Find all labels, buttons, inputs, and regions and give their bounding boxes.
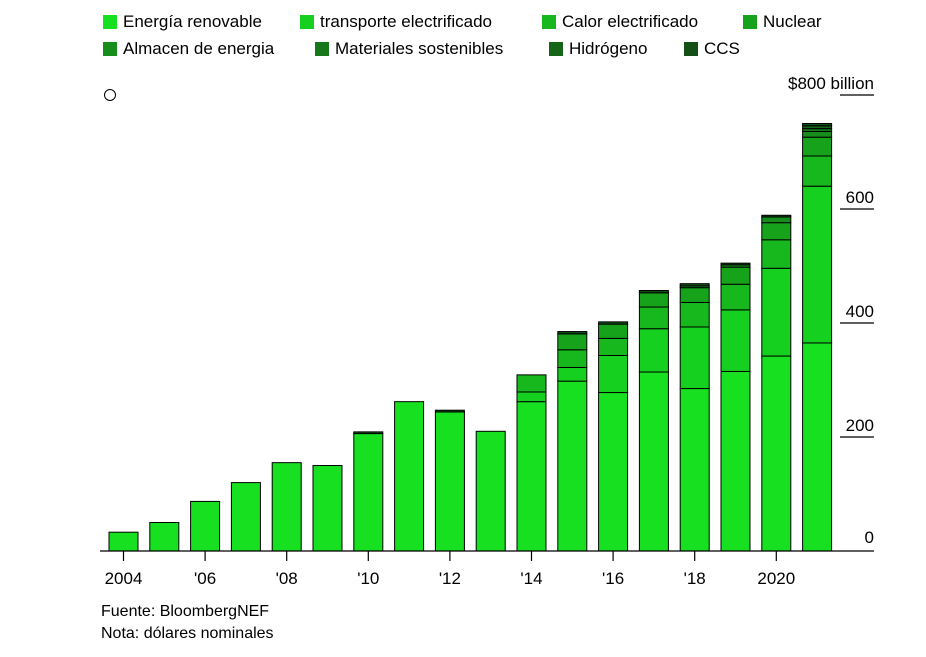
- bar-segment: [557, 349, 588, 368]
- bar-segment: [557, 380, 588, 552]
- source-text: Fuente: BloombergNEF: [101, 603, 270, 620]
- bar-segment: [679, 301, 710, 328]
- bar-segment: [638, 328, 669, 373]
- x-tick-label: '06: [194, 569, 216, 588]
- bar-segment: [598, 321, 629, 325]
- x-tick-label: '18: [684, 569, 706, 588]
- legend-item-ccs: CCS: [684, 39, 740, 59]
- bar-segment: [149, 522, 180, 552]
- bar-segment: [230, 482, 261, 552]
- legend-label: Energía renovable: [123, 12, 262, 31]
- y-tick-label: 400: [846, 302, 874, 321]
- bar-segment: [720, 283, 751, 311]
- legend-swatch: [315, 42, 329, 56]
- legend-item-nuclear: Nuclear: [743, 12, 822, 32]
- bar-segment: [720, 266, 751, 285]
- bar-segment: [312, 465, 343, 552]
- bar-segment: [638, 290, 669, 294]
- y-tick-label: 200: [846, 416, 874, 435]
- bar-segment: [761, 355, 792, 552]
- legend-swatch: [103, 15, 117, 29]
- bar-segment: [271, 462, 302, 552]
- bar-segment: [761, 267, 792, 357]
- bar-segment: [802, 185, 833, 344]
- x-tick-label: '12: [439, 569, 461, 588]
- x-tick-label: '08: [276, 569, 298, 588]
- legend-item-hidrogeno: Hidrógeno: [549, 39, 647, 59]
- bar-segment: [802, 130, 833, 138]
- bar-segment: [761, 214, 792, 218]
- bar-segment: [638, 292, 669, 308]
- legend-swatch: [542, 15, 556, 29]
- bar-segment: [720, 262, 751, 266]
- bar-segment: [802, 123, 833, 127]
- bar-segment: [720, 309, 751, 372]
- bar-segment: [679, 388, 710, 552]
- legend-item-almacen-de-energia: Almacen de energia: [103, 39, 274, 59]
- bar-segment: [434, 409, 465, 413]
- legend-swatch: [300, 15, 314, 29]
- legend-item-materiales-sostenibles: Materiales sostenibles: [315, 39, 503, 59]
- x-tick-label: 2004: [105, 569, 143, 588]
- legend-swatch: [743, 15, 757, 29]
- bar-segment: [598, 323, 629, 339]
- bar-segment: [598, 354, 629, 394]
- legend-label: Hidrógeno: [569, 39, 648, 58]
- bar-segment: [557, 331, 588, 335]
- bar-segment: [802, 342, 833, 552]
- legend-label: transporte electrificado: [320, 12, 492, 31]
- bar-segment: [802, 155, 833, 187]
- bar-segment: [761, 216, 792, 224]
- bar-segment: [557, 333, 588, 351]
- legend-label: Materiales sostenibles: [335, 39, 504, 58]
- legend-label: Almacen de energia: [123, 39, 275, 58]
- x-tick-label: '10: [357, 569, 379, 588]
- x-tick-label: '16: [602, 569, 624, 588]
- bar-segment: [516, 401, 547, 552]
- legend-label: CCS: [704, 39, 740, 58]
- bar-segment: [516, 391, 547, 403]
- legend-swatch: [103, 42, 117, 56]
- bar-segment: [516, 374, 547, 393]
- legend-label: Calor electrificado: [562, 12, 699, 31]
- note-text: Nota: dólares nominales: [101, 625, 274, 642]
- bar-segment: [394, 401, 425, 552]
- bar-segment: [475, 430, 506, 552]
- bar-segment: [638, 306, 669, 330]
- bar-segment: [720, 370, 751, 552]
- legend-item-transporte-electrificado: transporte electrificado: [300, 12, 492, 32]
- x-axis: 2004 '06 '08 '10 '12 '14 '16 '18 2020: [100, 550, 874, 588]
- bar-segment: [598, 337, 629, 356]
- bar-segment: [761, 239, 792, 269]
- x-tick-label: 2020: [757, 569, 795, 588]
- bar-segment: [679, 326, 710, 390]
- circle-icon: [104, 89, 116, 101]
- bar-segment: [353, 431, 384, 435]
- legend-label: Nuclear: [763, 12, 822, 31]
- bar-segment: [679, 287, 710, 303]
- y-axis: 0 200 400 600 $800 billion: [788, 74, 874, 547]
- bar-segment: [190, 500, 221, 552]
- legend-item-calor-electrificado: Calor electrificado: [542, 12, 698, 32]
- bar-segment: [598, 392, 629, 552]
- bar-segment: [761, 222, 792, 241]
- y-tick-label: $800 billion: [788, 74, 874, 93]
- bar-segment: [353, 433, 384, 552]
- bar-segment: [434, 411, 465, 552]
- bars-group: [108, 123, 833, 552]
- bar-segment: [679, 283, 710, 287]
- y-tick-label: 0: [865, 528, 874, 547]
- legend-item-energia-renovable: Energía renovable: [103, 12, 262, 32]
- source-notes: Fuente: BloombergNEF Nota: dólares nomin…: [101, 601, 274, 645]
- y-tick-label: 600: [846, 188, 874, 207]
- bar-segment: [108, 531, 139, 552]
- bar-segment: [557, 366, 588, 382]
- legend-swatch: [549, 42, 563, 56]
- bar-segment: [638, 371, 669, 552]
- bar-segment: [802, 136, 833, 157]
- x-tick-label: '14: [520, 569, 542, 588]
- legend-swatch: [684, 42, 698, 56]
